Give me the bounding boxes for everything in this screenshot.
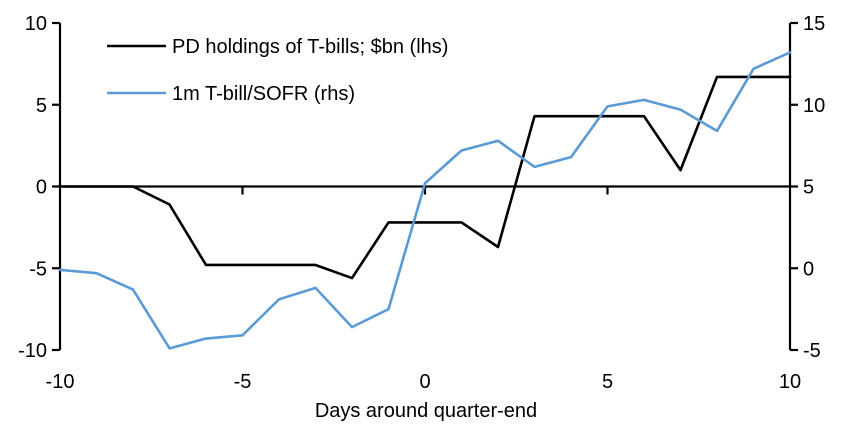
y-left-tick-label: 5 — [36, 95, 47, 117]
series-pd-holdings-line — [58, 75, 792, 280]
y-right-tick-label: 0 — [803, 258, 814, 280]
legend: PD holdings of T-bills; $bn (lhs) 1m T-b… — [107, 36, 448, 105]
y-left-tick-label: 0 — [36, 177, 47, 199]
y-right-tick-label: 5 — [803, 177, 814, 199]
y-left-tick-label: 10 — [25, 13, 47, 35]
y-left-tick-label: -10 — [18, 340, 47, 362]
x-tick-label: 5 — [602, 371, 613, 393]
x-tick-label: 10 — [779, 371, 801, 393]
x-tick-label: 0 — [419, 371, 430, 393]
legend-label-tbill-sofr: 1m T-bill/SOFR (rhs) — [172, 83, 355, 105]
x-axis-title: Days around quarter-end — [315, 400, 537, 422]
x-tick-label: -5 — [234, 371, 252, 393]
legend-label-pd-holdings: PD holdings of T-bills; $bn (lhs) — [172, 36, 448, 58]
x-tick-label: -10 — [46, 371, 75, 393]
y-right-tick-label: 15 — [803, 13, 825, 35]
y-right-tick-label: 10 — [803, 95, 825, 117]
series-tbill-sofr-line — [58, 51, 792, 350]
y-left-tick-label: -5 — [29, 258, 47, 280]
plot-area: 10 5 0 -5 -10 15 10 5 0 -5 -10 -5 0 5 10 — [18, 13, 825, 393]
y-right-tick-label: -5 — [803, 340, 821, 362]
